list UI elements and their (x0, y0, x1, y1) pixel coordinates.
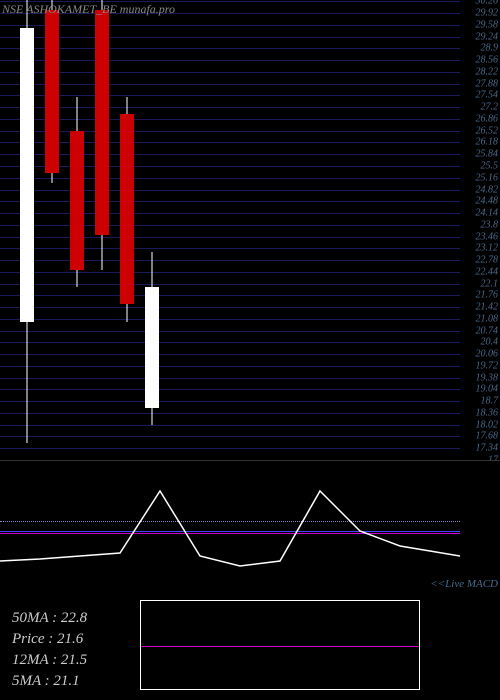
info-panel: 50MA : 22.8Price : 21.612MA : 21.55MA : … (0, 600, 500, 700)
info-line (141, 646, 419, 647)
info-box (140, 600, 420, 690)
chart-title: NSE ASHOKAMET_BE munafa.pro (2, 2, 175, 17)
candlestick-chart: NSE ASHOKAMET_BE munafa.pro 30.2629.9229… (0, 0, 500, 460)
macd-label: <<Live MACD (430, 578, 498, 590)
macd-panel: <<Live MACD (0, 460, 500, 600)
macd-signal (0, 461, 460, 601)
